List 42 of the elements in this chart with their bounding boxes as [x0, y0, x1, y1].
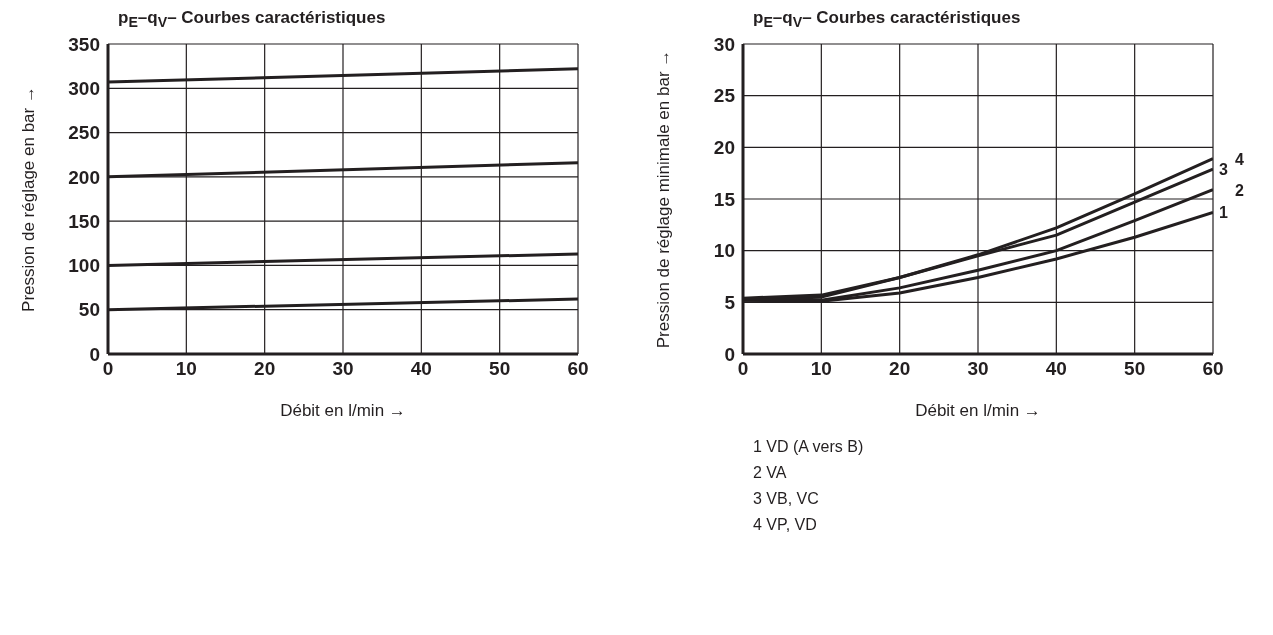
y-tick-label: 300 [68, 78, 100, 100]
series-label: 3 [1219, 161, 1228, 179]
x-tick-label: 10 [810, 358, 832, 380]
y-axis-title: Pression de réglage en bar → [19, 86, 39, 312]
y-tick-label: 50 [78, 299, 100, 321]
text: 3 VB, VC [753, 489, 820, 509]
text: 4 VP, VD [753, 515, 818, 535]
x-tick-label: 60 [567, 358, 589, 380]
chart-title: p$_{E}$–q$_{V}$– Courbes caractéristiques [753, 8, 1022, 33]
x-tick-label: 20 [889, 358, 911, 380]
text: 2 VA [753, 463, 788, 483]
x-axis-title: Débit en l/min → [915, 401, 1041, 420]
y-tick-label: 30 [713, 33, 735, 55]
x-tick-label: 20 [254, 358, 276, 380]
x-tick-label: 50 [1124, 358, 1146, 380]
x-tick-label: 40 [410, 358, 432, 380]
y-tick-label: 5 [724, 292, 736, 314]
chart-title: p$_{E}$–q$_{V}$– Courbes caractéristiques [118, 8, 387, 33]
x-axis-title: Débit en l/min → [280, 401, 406, 420]
x-tick-label: 0 [102, 358, 114, 380]
y-tick-label: 150 [68, 210, 100, 232]
y-tick-label: 25 [713, 85, 736, 107]
y-tick-label: 100 [68, 255, 100, 277]
x-tick-label: 10 [175, 358, 197, 380]
x-tick-label: 60 [1202, 358, 1224, 380]
series-label: 2 [1235, 181, 1244, 199]
y-tick-label: 20 [713, 137, 735, 159]
y-tick-label: 350 [68, 33, 100, 55]
x-tick-label: 30 [332, 358, 354, 380]
x-tick-label: 40 [1045, 358, 1067, 380]
y-tick-label: 200 [68, 166, 100, 188]
y-tick-label: 250 [68, 122, 100, 144]
x-tick-label: 50 [489, 358, 511, 380]
y-tick-label: 0 [89, 343, 100, 365]
y-tick-label: 10 [713, 240, 735, 262]
series-label: 4 [1235, 150, 1244, 168]
y-tick-label: 0 [724, 343, 735, 365]
y-axis-title: Pression de réglage minimale en bar → [654, 49, 674, 349]
series-label: 1 [1219, 204, 1228, 222]
y-tick-label: 15 [713, 188, 736, 210]
text: 1 VD (A vers B) [753, 437, 865, 457]
x-tick-label: 30 [967, 358, 989, 380]
